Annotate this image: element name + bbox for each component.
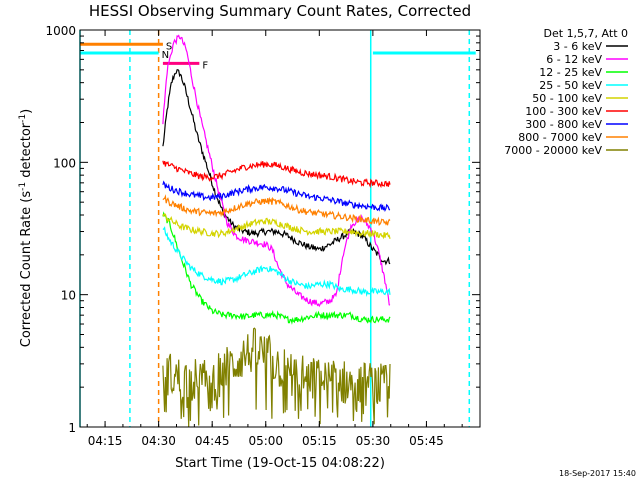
legend-title: Det 1,5,7, Att 0 [544, 27, 628, 40]
series-line-2 [162, 211, 391, 325]
series-line-5 [162, 160, 391, 189]
x-axis-label: Start Time (19-Oct-15 04:08:22) [175, 456, 385, 471]
footer-timestamp: 18-Sep-2017 15:40 [559, 469, 636, 478]
x-tick-label-1: 04:30 [141, 434, 176, 448]
series-line-3 [162, 226, 391, 298]
plot-area: SN F [79, 30, 476, 427]
y-tick-label-1: 10 [61, 289, 76, 303]
legend-label-2: 12 - 25 keV [539, 66, 602, 79]
series-line-8 [162, 327, 391, 427]
x-tick-label-2: 04:45 [195, 434, 230, 448]
legend-label-7: 800 - 7000 keV [518, 131, 602, 144]
legend-label-0: 3 - 6 keV [553, 40, 602, 53]
series-line-1 [162, 34, 391, 308]
legend-label-5: 100 - 300 keV [525, 105, 602, 118]
legend-label-6: 300 - 800 keV [525, 118, 602, 131]
legend-label-1: 6 - 12 keV [546, 53, 602, 66]
series-line-7 [162, 194, 391, 226]
x-tick-label-5: 05:30 [356, 434, 391, 448]
x-tick-label-0: 04:15 [88, 434, 123, 448]
chart-title: HESSI Observing Summary Count Rates, Cor… [89, 2, 471, 20]
legend-label-4: 50 - 100 keV [532, 92, 602, 105]
plot-frame [79, 29, 481, 428]
y-tick-label-3: 1000 [45, 24, 76, 38]
x-tick-label-6: 05:45 [409, 434, 444, 448]
x-tick-label-3: 05:00 [248, 434, 283, 448]
legend-label-3: 25 - 50 keV [539, 79, 602, 92]
axes: 04:15 04:30 04:45 05:00 05:15 05:30 05:45 1 10 10… [45, 24, 480, 448]
x-tick-label-4: 05:15 [302, 434, 337, 448]
series-line-4 [162, 213, 391, 240]
y-tick-label-2: 100 [53, 156, 76, 170]
flag-label-2: F [202, 60, 208, 71]
series-line-6 [162, 180, 391, 213]
y-axis-label: Corrected Count Rate (s-1 detector-1) [18, 109, 34, 347]
legend-label-8: 7000 - 20000 keV [504, 144, 602, 157]
y-tick-label-0: 1 [68, 421, 76, 435]
flag-label-1: N [162, 50, 169, 61]
flag-label-0: S [166, 41, 172, 52]
